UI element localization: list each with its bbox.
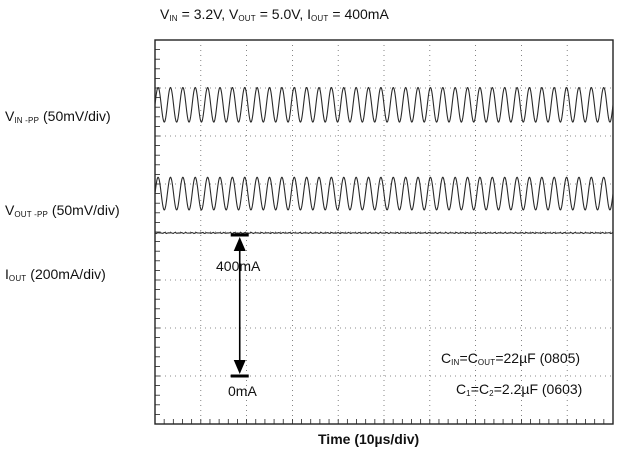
arrow-head-up: [233, 236, 246, 251]
arrow-head-down: [233, 360, 246, 374]
trace-series-1: [154, 176, 614, 211]
annotation-400ma: 400mA: [216, 258, 261, 274]
annotation-c1-c2: C1=C2=2.2µF (0603): [456, 381, 583, 398]
chart-title: VIN = 3.2V, VOUT = 5.0V, IOUT = 400mA: [160, 6, 389, 23]
iout-series-label: IOUT (200mA/div): [5, 266, 106, 283]
annotation-cin-cout: CIN=COUT=22µF (0805): [441, 350, 581, 367]
trace-series-0: [154, 86, 614, 123]
vout-series-label: VOUT -PP (50mV/div): [5, 202, 120, 219]
x-axis-label: Time (10µs/div): [318, 431, 420, 447]
trace-series-2: [154, 231, 614, 235]
annotation-0ma: 0mA: [228, 383, 257, 399]
vin-series-label: VIN -PP (50mV/div): [5, 108, 111, 125]
